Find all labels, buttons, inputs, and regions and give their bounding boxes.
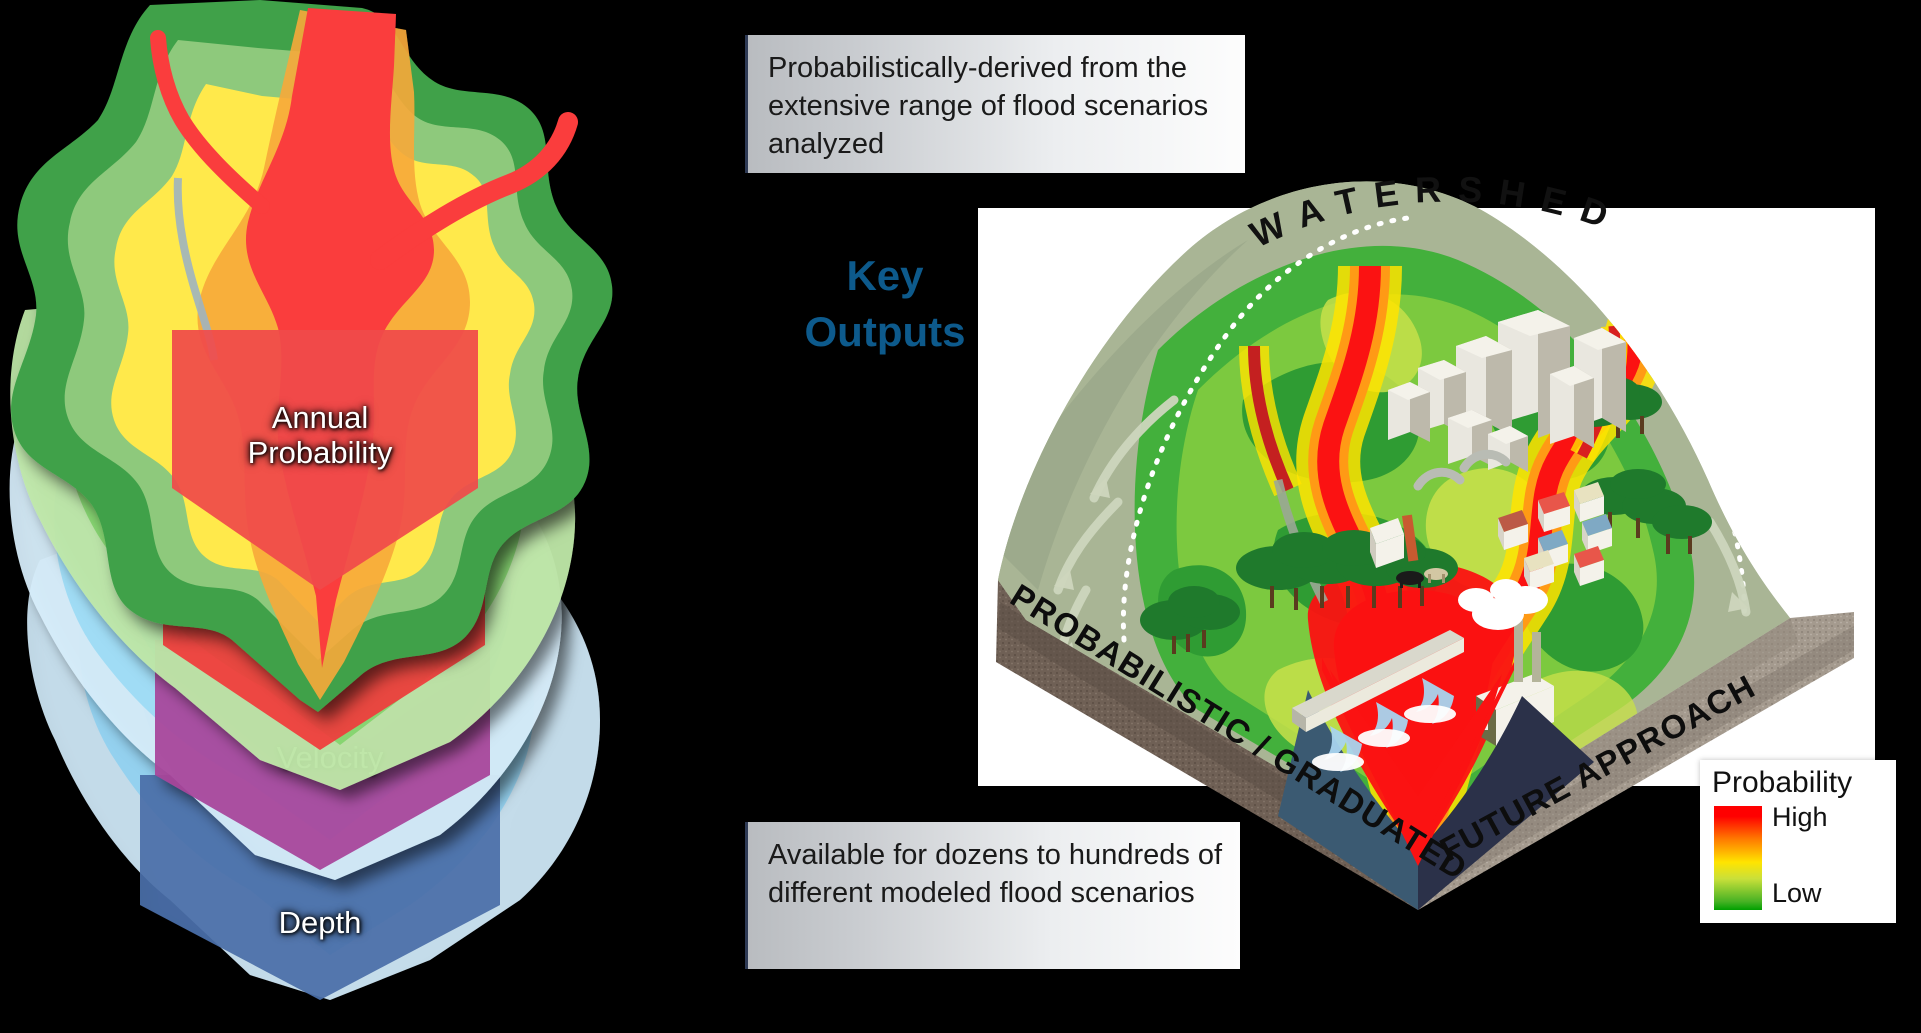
stacked-flood-map-layers: Depth xyxy=(0,0,640,1010)
key-outputs-heading: Key Outputs xyxy=(760,248,1010,360)
legend-low-label: Low xyxy=(1772,878,1822,908)
key-outputs-line2: Outputs xyxy=(804,308,966,355)
svg-text:WATERSHED: WATERSHED xyxy=(1244,168,1629,255)
callout-bottom: Available for dozens to hundreds of diff… xyxy=(745,822,1240,969)
legend-gradient-bar xyxy=(1714,806,1762,910)
map-layer-annual-probability[interactable]: Annual Probability xyxy=(0,0,640,1010)
legend-high-label: High xyxy=(1772,802,1828,832)
probability-legend: Probability High Low xyxy=(1700,760,1896,923)
watershed-title: WATERSHED xyxy=(1244,168,1629,255)
callout-top: Probabilistically-derived from the exten… xyxy=(745,35,1245,173)
key-outputs-line1: Key xyxy=(846,252,924,299)
legend-title: Probability xyxy=(1712,766,1853,799)
